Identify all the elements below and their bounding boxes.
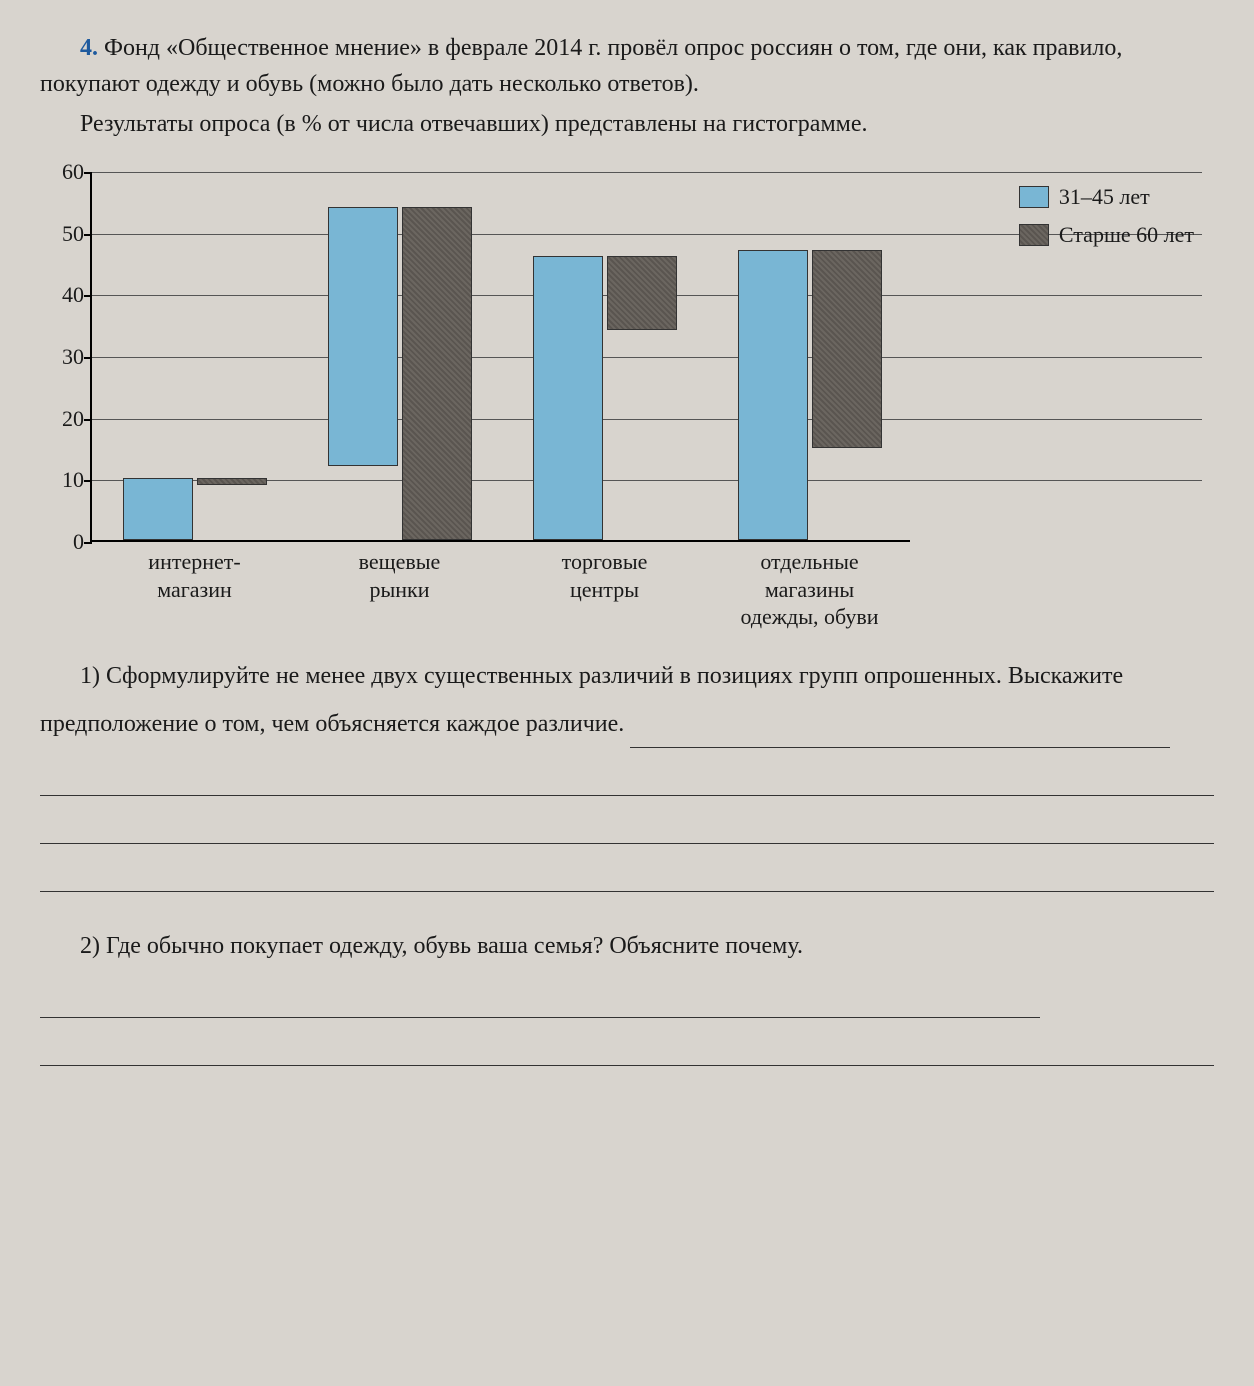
x-axis-label: отдельныемагазиныодежды, обуви — [710, 548, 910, 631]
y-axis-label: 50 — [52, 221, 84, 247]
legend-item-1: 31–45 лет — [1019, 184, 1194, 210]
q2-number: 2) — [80, 933, 100, 959]
gridline-ext — [912, 172, 1202, 173]
bar-series-2 — [812, 250, 882, 447]
bar-group — [320, 207, 480, 540]
answer-line — [630, 719, 1170, 748]
question-2: 2) Где обычно покупает одежду, обувь ваш… — [40, 922, 1214, 1018]
intro-p2: Результаты опроса (в % от числа отвечавш… — [40, 106, 1214, 142]
gridline-ext — [912, 419, 1202, 420]
bar-series-1 — [328, 207, 398, 466]
legend: 31–45 лет Старше 60 лет — [1019, 184, 1194, 260]
answer-line — [40, 748, 1214, 796]
y-tick — [84, 234, 92, 236]
answer-line — [40, 1018, 1214, 1066]
bar-series-1 — [123, 478, 193, 540]
q1-number: 1) — [80, 663, 100, 689]
bar-series-2 — [607, 256, 677, 330]
legend-item-2: Старше 60 лет — [1019, 222, 1194, 248]
question-1: 1) Сформулируйте не менее двух существен… — [40, 652, 1214, 748]
q2-text: Где обычно покупает одежду, обувь ваша с… — [106, 933, 803, 959]
bar-series-1 — [533, 256, 603, 540]
y-tick — [84, 480, 92, 482]
bar-group — [525, 256, 685, 540]
y-tick — [84, 357, 92, 359]
legend-label-1: 31–45 лет — [1059, 184, 1150, 210]
answer-line — [40, 796, 1214, 844]
y-axis-label: 40 — [52, 282, 84, 308]
gridline-ext — [912, 480, 1202, 481]
problem-number: 4. — [80, 35, 98, 61]
intro-p1: Фонд «Общественное мнение» в феврале 201… — [40, 35, 1122, 97]
y-axis-label: 10 — [52, 467, 84, 493]
y-tick — [84, 172, 92, 174]
gridline-ext — [912, 357, 1202, 358]
bar-series-1 — [738, 250, 808, 540]
y-axis-label: 60 — [52, 159, 84, 185]
legend-swatch-blue — [1019, 186, 1049, 208]
gridline — [92, 234, 912, 235]
y-tick — [84, 542, 92, 544]
y-tick — [84, 295, 92, 297]
gridline-ext — [912, 295, 1202, 296]
intro-text: 4. Фонд «Общественное мнение» в феврале … — [40, 30, 1214, 142]
y-axis-label: 20 — [52, 406, 84, 432]
answer-line — [40, 844, 1214, 892]
gridline — [92, 172, 912, 173]
bar-group — [115, 478, 275, 540]
y-axis-label: 0 — [52, 529, 84, 555]
x-axis-label: интернет-магазин — [95, 548, 295, 603]
legend-label-2: Старше 60 лет — [1059, 222, 1194, 248]
bar-series-2 — [402, 207, 472, 540]
bar-series-2 — [197, 478, 267, 484]
chart-area: 0102030405060интернет-магазинвещевыерынк… — [90, 172, 910, 542]
y-axis-label: 30 — [52, 344, 84, 370]
chart-container: 0 10 20 30 40 50 60 интернет-магазинвещевыерынк… — [40, 162, 1214, 622]
legend-swatch-grey — [1019, 224, 1049, 246]
x-axis-label: торговыецентры — [505, 548, 705, 603]
answer-line — [40, 989, 1040, 1018]
x-axis-label: вещевыерынки — [300, 548, 500, 603]
bar-group — [730, 250, 890, 540]
y-tick — [84, 419, 92, 421]
